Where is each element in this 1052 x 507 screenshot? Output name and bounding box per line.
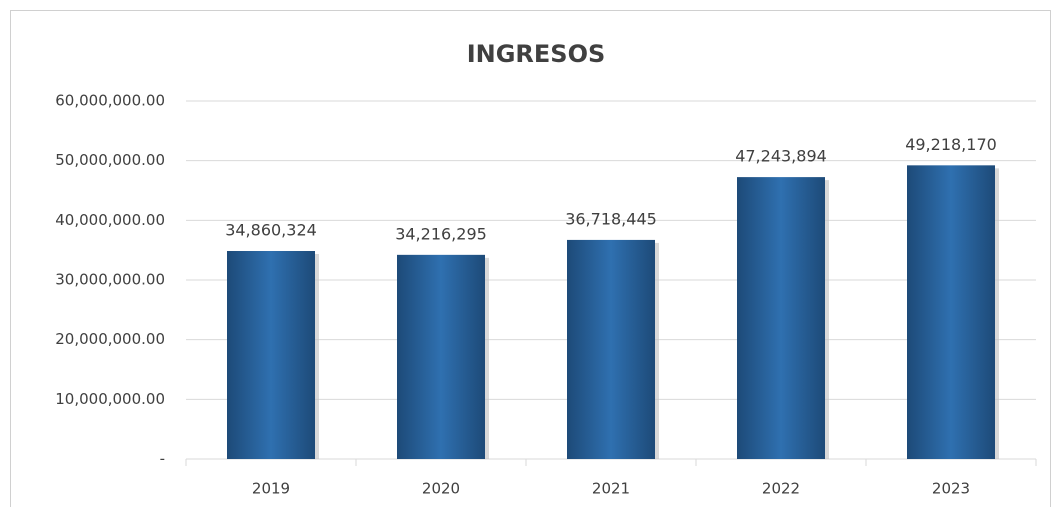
data-label: 34,216,295 xyxy=(395,224,487,243)
bar xyxy=(567,239,655,459)
x-tick-label: 2020 xyxy=(422,480,460,498)
y-tick-label: 10,000,000.00 xyxy=(55,390,165,408)
data-label: 49,218,170 xyxy=(905,135,997,154)
chart-title: INGRESOS xyxy=(467,40,606,68)
bar xyxy=(227,251,315,459)
x-tick-label: 2023 xyxy=(932,480,970,498)
x-tick-label: 2021 xyxy=(592,480,630,498)
bar xyxy=(907,165,995,459)
data-label: 36,718,445 xyxy=(565,209,657,228)
bar xyxy=(397,254,485,459)
bar xyxy=(737,177,825,459)
y-tick-label: 40,000,000.00 xyxy=(55,211,165,229)
y-tick-label: 20,000,000.00 xyxy=(55,330,165,348)
y-tick-label: 30,000,000.00 xyxy=(55,271,165,289)
y-tick-label: - xyxy=(160,450,165,468)
data-label: 47,243,894 xyxy=(735,147,827,166)
data-label: 34,860,324 xyxy=(225,221,317,240)
x-tick-label: 2022 xyxy=(762,480,800,498)
y-tick-label: 50,000,000.00 xyxy=(55,151,165,169)
chart-frame xyxy=(10,10,1051,507)
x-tick-label: 2019 xyxy=(252,480,290,498)
y-tick-label: 60,000,000.00 xyxy=(55,92,165,110)
